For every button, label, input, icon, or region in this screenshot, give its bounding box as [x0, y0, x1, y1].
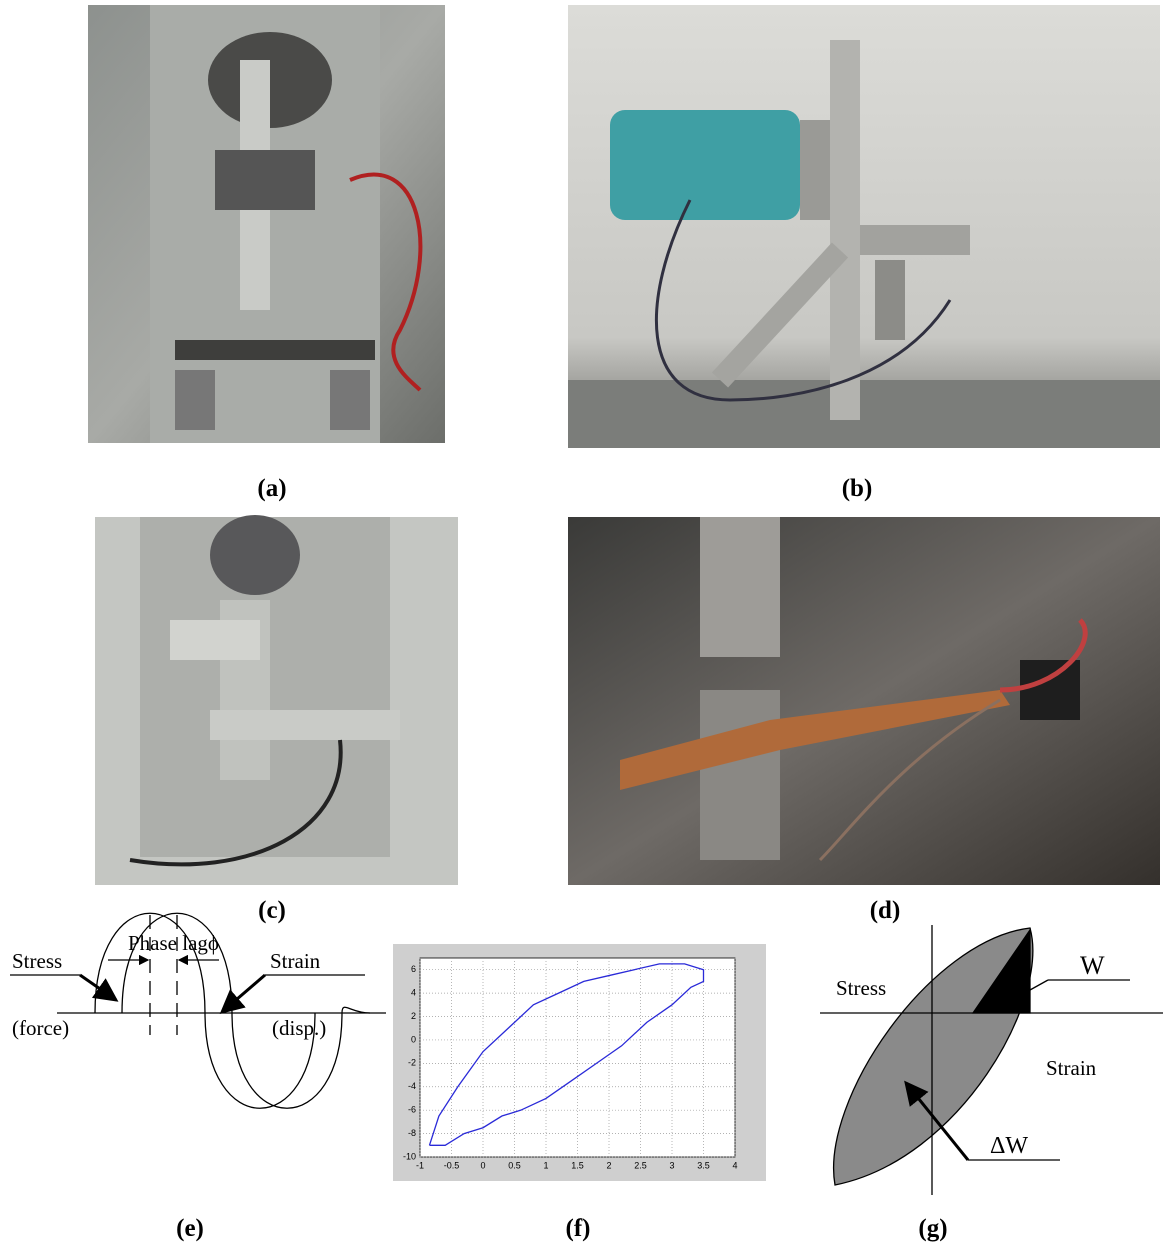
panel-label: (b)	[842, 475, 873, 502]
x-tick-label: 2	[606, 1160, 611, 1170]
x-tick-label: -1	[416, 1160, 424, 1170]
x-tick-label: 3	[669, 1160, 674, 1170]
figure: (a) (b) (c) (d) Phase lagϕ Stress (force…	[0, 0, 1164, 1247]
y-tick-label: 0	[411, 1034, 416, 1044]
y-tick-label: 4	[411, 987, 416, 997]
y-tick-label: 6	[411, 964, 416, 974]
panel-label: (a)	[257, 475, 286, 502]
x-tick-label: 0	[480, 1160, 485, 1170]
x-tick-label: 2.5	[634, 1160, 647, 1170]
photo-c	[95, 515, 458, 885]
photo-d	[568, 517, 1160, 885]
y-tick-label: -6	[408, 1105, 416, 1115]
x-tick-label: 0.5	[508, 1160, 521, 1170]
panel-label: (f)	[566, 1215, 591, 1242]
y-tick-label: -8	[408, 1128, 416, 1138]
y-tick-label: -2	[408, 1058, 416, 1068]
y-tick-label: -4	[408, 1081, 416, 1091]
panel-label: (d)	[870, 897, 901, 924]
strain-label: Strain	[1046, 1056, 1097, 1080]
strain-unit: (disp.)	[272, 1016, 326, 1040]
y-tick-label: 2	[411, 1011, 416, 1021]
y-tick-label: -10	[403, 1151, 416, 1161]
photo-b	[568, 5, 1160, 448]
delta-w-label: ΔW	[990, 1133, 1028, 1159]
panel-label: (e)	[176, 1215, 204, 1242]
phase-lag-label: Phase lagϕ	[128, 931, 219, 955]
photo-a	[88, 5, 445, 443]
stress-label: Stress	[12, 949, 62, 973]
strain-label: Strain	[270, 949, 321, 973]
x-tick-label: 3.5	[697, 1160, 710, 1170]
x-tick-label: 1	[543, 1160, 548, 1170]
w-label: W	[1080, 951, 1105, 980]
panel-label: (g)	[918, 1215, 947, 1242]
x-tick-label: 1.5	[571, 1160, 584, 1170]
stress-label: Stress	[836, 976, 886, 1000]
x-tick-label: -0.5	[444, 1160, 460, 1170]
panel-label: (c)	[258, 897, 286, 924]
x-tick-label: 4	[732, 1160, 737, 1170]
stress-unit: (force)	[12, 1016, 69, 1040]
